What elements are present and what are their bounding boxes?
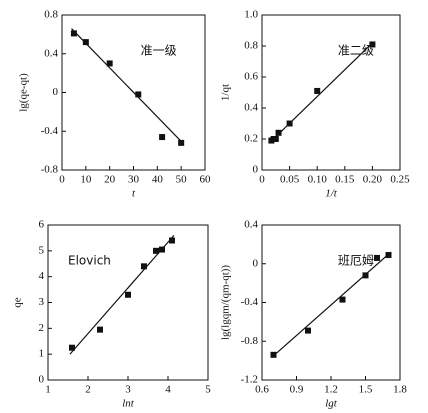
x-tick-label: 40 (152, 174, 164, 186)
y-tick-label: -0.8 (41, 164, 59, 176)
data-point (305, 327, 311, 334)
y-tick-label: 0.8 (44, 9, 58, 21)
y-axis-label: lg(lgqm/(qm-qt)) (220, 265, 232, 340)
x-tick-label: 1.2 (324, 384, 338, 396)
x-tick-label: 0.20 (363, 174, 383, 186)
y-axis-label: qe (12, 297, 24, 308)
x-tick-label: 1 (45, 384, 51, 396)
annotation: 准一级 (141, 44, 177, 58)
data-point (141, 263, 147, 270)
y-tick-label: 0.4 (244, 102, 258, 114)
fit-line (269, 42, 373, 143)
y-tick-label: 0.6 (244, 71, 258, 83)
x-tick-label: 1.5 (359, 384, 373, 396)
data-point (270, 351, 277, 358)
data-point (70, 30, 77, 37)
data-point (159, 246, 165, 253)
data-point (178, 139, 185, 146)
x-tick-label: 0.15 (335, 174, 355, 186)
y-tick-label: 5 (39, 244, 45, 256)
data-point (153, 247, 159, 254)
x-tick-label: 0.05 (280, 174, 300, 186)
y-tick-label: 0.2 (244, 133, 258, 145)
y-axis-label: 1/qt (220, 84, 232, 101)
y-tick-label: 1.0 (244, 9, 258, 21)
panel: 0.6 0.9 1.2 1.5 1.8 -1.2 -0.8 -0.4 0 0.4 lgt lg(lgq… (220, 219, 408, 410)
x-tick-label: 4 (165, 384, 171, 396)
data-point (82, 39, 89, 46)
y-tick-label: 0.8 (244, 40, 258, 52)
y-tick-label: 0 (39, 374, 45, 386)
x-tick-label: 0 (59, 174, 65, 186)
y-tick-label: -0.8 (241, 335, 259, 347)
annotation: 准二级 (338, 44, 374, 58)
panel: 0 10 20 30 40 50 60 -0.8 -0.4 0 0.4 0.8 t lg(qe-qt) 准一… (18, 9, 211, 200)
x-tick-label: 5 (205, 384, 211, 396)
data-point (374, 254, 380, 261)
data-point (339, 296, 346, 303)
y-tick-label: 2 (39, 322, 45, 334)
panel: 0 0.05 0.10 0.15 0.20 0.25 0 0.2 0.4 0.6 0.8 1.0 1/t… (220, 9, 411, 200)
x-axis-label: t (132, 188, 136, 200)
x-tick-label: 0.6 (255, 384, 269, 396)
fit-line (273, 251, 392, 357)
x-tick-label: 50 (176, 174, 188, 186)
data-point (275, 129, 282, 136)
data-point (159, 134, 166, 141)
plot-frame (261, 14, 401, 171)
y-tick-label: -0.4 (241, 296, 259, 308)
y-tick-label: 4 (39, 270, 45, 282)
data-point (286, 120, 293, 127)
x-tick-label: 0.25 (390, 174, 410, 186)
data-point (106, 60, 113, 67)
y-tick-label: 0 (253, 164, 259, 176)
x-tick-label: 0 (259, 174, 265, 186)
x-tick-label: 2 (85, 384, 91, 396)
y-tick-label: 6 (39, 219, 45, 231)
data-point (362, 272, 369, 279)
data-point (125, 291, 131, 298)
y-tick-label: -1.2 (241, 374, 258, 386)
x-tick-label: 1.8 (393, 384, 407, 396)
x-tick-label: 20 (104, 174, 116, 186)
y-tick-label: 0 (53, 86, 59, 98)
x-tick-label: 60 (200, 174, 212, 186)
annotation: 班厄姆 (338, 254, 374, 268)
fit-line (71, 28, 184, 145)
annotation: Elovich (68, 254, 111, 268)
fit-line (69, 234, 175, 355)
y-tick-label: 1 (39, 348, 45, 360)
data-point (369, 41, 376, 48)
y-tick-label: 0.4 (244, 219, 258, 231)
x-axis-label: 1/t (325, 188, 338, 200)
y-tick-label: 0 (253, 257, 259, 269)
x-tick-label: 10 (80, 174, 92, 186)
data-point (97, 326, 103, 333)
x-tick-label: 30 (128, 174, 140, 186)
data-point (169, 237, 175, 244)
x-axis-label: lnt (122, 398, 135, 410)
x-tick-label: 0.10 (308, 174, 328, 186)
x-tick-label: 0.9 (290, 384, 304, 396)
x-tick-label: 3 (125, 384, 131, 396)
x-axis-label: lgt (325, 398, 338, 410)
data-point (385, 252, 392, 259)
y-axis-label: lg(qe-qt) (18, 73, 30, 112)
data-point (135, 91, 142, 98)
plot-frame (261, 224, 401, 381)
y-tick-label: -0.4 (41, 125, 59, 137)
data-point (314, 87, 321, 94)
data-point (69, 344, 75, 351)
plot-frame (47, 224, 209, 381)
data-point (272, 136, 279, 142)
y-tick-label: 3 (39, 296, 45, 308)
y-tick-label: 0.4 (44, 47, 58, 59)
